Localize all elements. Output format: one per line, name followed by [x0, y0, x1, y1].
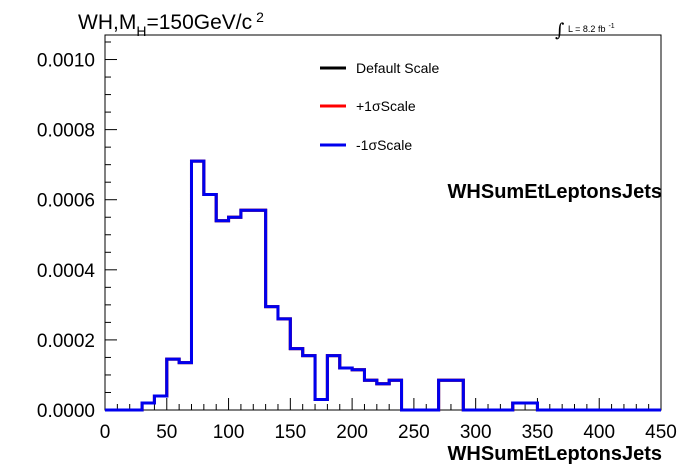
x-tick-label: 350 — [522, 422, 554, 443]
x-tick-label: 450 — [645, 422, 677, 443]
y-tick-label: 0.0006 — [37, 191, 95, 212]
luminosity-text: L = 8.2 fb — [568, 24, 605, 34]
y-tick-label: 0.0000 — [37, 401, 95, 422]
y-tick-label: 0.0004 — [37, 261, 96, 282]
chart-title-prefix: WH,M — [78, 11, 136, 34]
x-axis-label-top: WHSumEtLeptonsJets — [448, 181, 662, 203]
chart-title: WH,MH=150GeV/c 2 — [78, 9, 264, 39]
luminosity-superscript: -1 — [608, 23, 614, 30]
y-tick-label: 0.0008 — [37, 121, 95, 142]
y-tick-label: 0.0002 — [37, 331, 95, 352]
chart-title-subscript: H — [136, 23, 146, 39]
x-tick-label: 250 — [398, 422, 430, 443]
x-tick-label: 100 — [213, 422, 245, 443]
y-tick-label: 0.0010 — [37, 51, 95, 72]
x-axis-label: WHSumEtLeptonsJets — [448, 443, 662, 465]
series-line-minus-1sigma-scale — [105, 159, 661, 412]
plot-area: 0 50 100 150 200 250 300 350 400 450 0.0000 0.0002 0… — [37, 34, 677, 443]
legend-label-default-scale: Default Scale — [356, 60, 439, 76]
integral-sign: ∫ — [555, 20, 565, 41]
x-tick-label: 150 — [274, 422, 306, 443]
luminosity-label: L = 8.2 fb -1 — [568, 23, 615, 34]
legend-label-minus-1sigma: -1σScale — [356, 137, 412, 153]
chart-title-superscript: 2 — [256, 9, 264, 25]
chart-title-value: =150GeV/c — [146, 11, 252, 34]
x-tick-label: 50 — [156, 422, 177, 443]
legend-label-plus-1sigma: +1σScale — [356, 98, 416, 114]
legend: Default Scale +1σScale -1σScale — [320, 60, 439, 153]
x-tick-label: 400 — [583, 422, 615, 443]
x-tick-label: 200 — [336, 422, 368, 443]
x-tick-label: 300 — [460, 422, 492, 443]
x-tick-label: 0 — [100, 422, 111, 443]
plot-frame — [104, 34, 662, 411]
